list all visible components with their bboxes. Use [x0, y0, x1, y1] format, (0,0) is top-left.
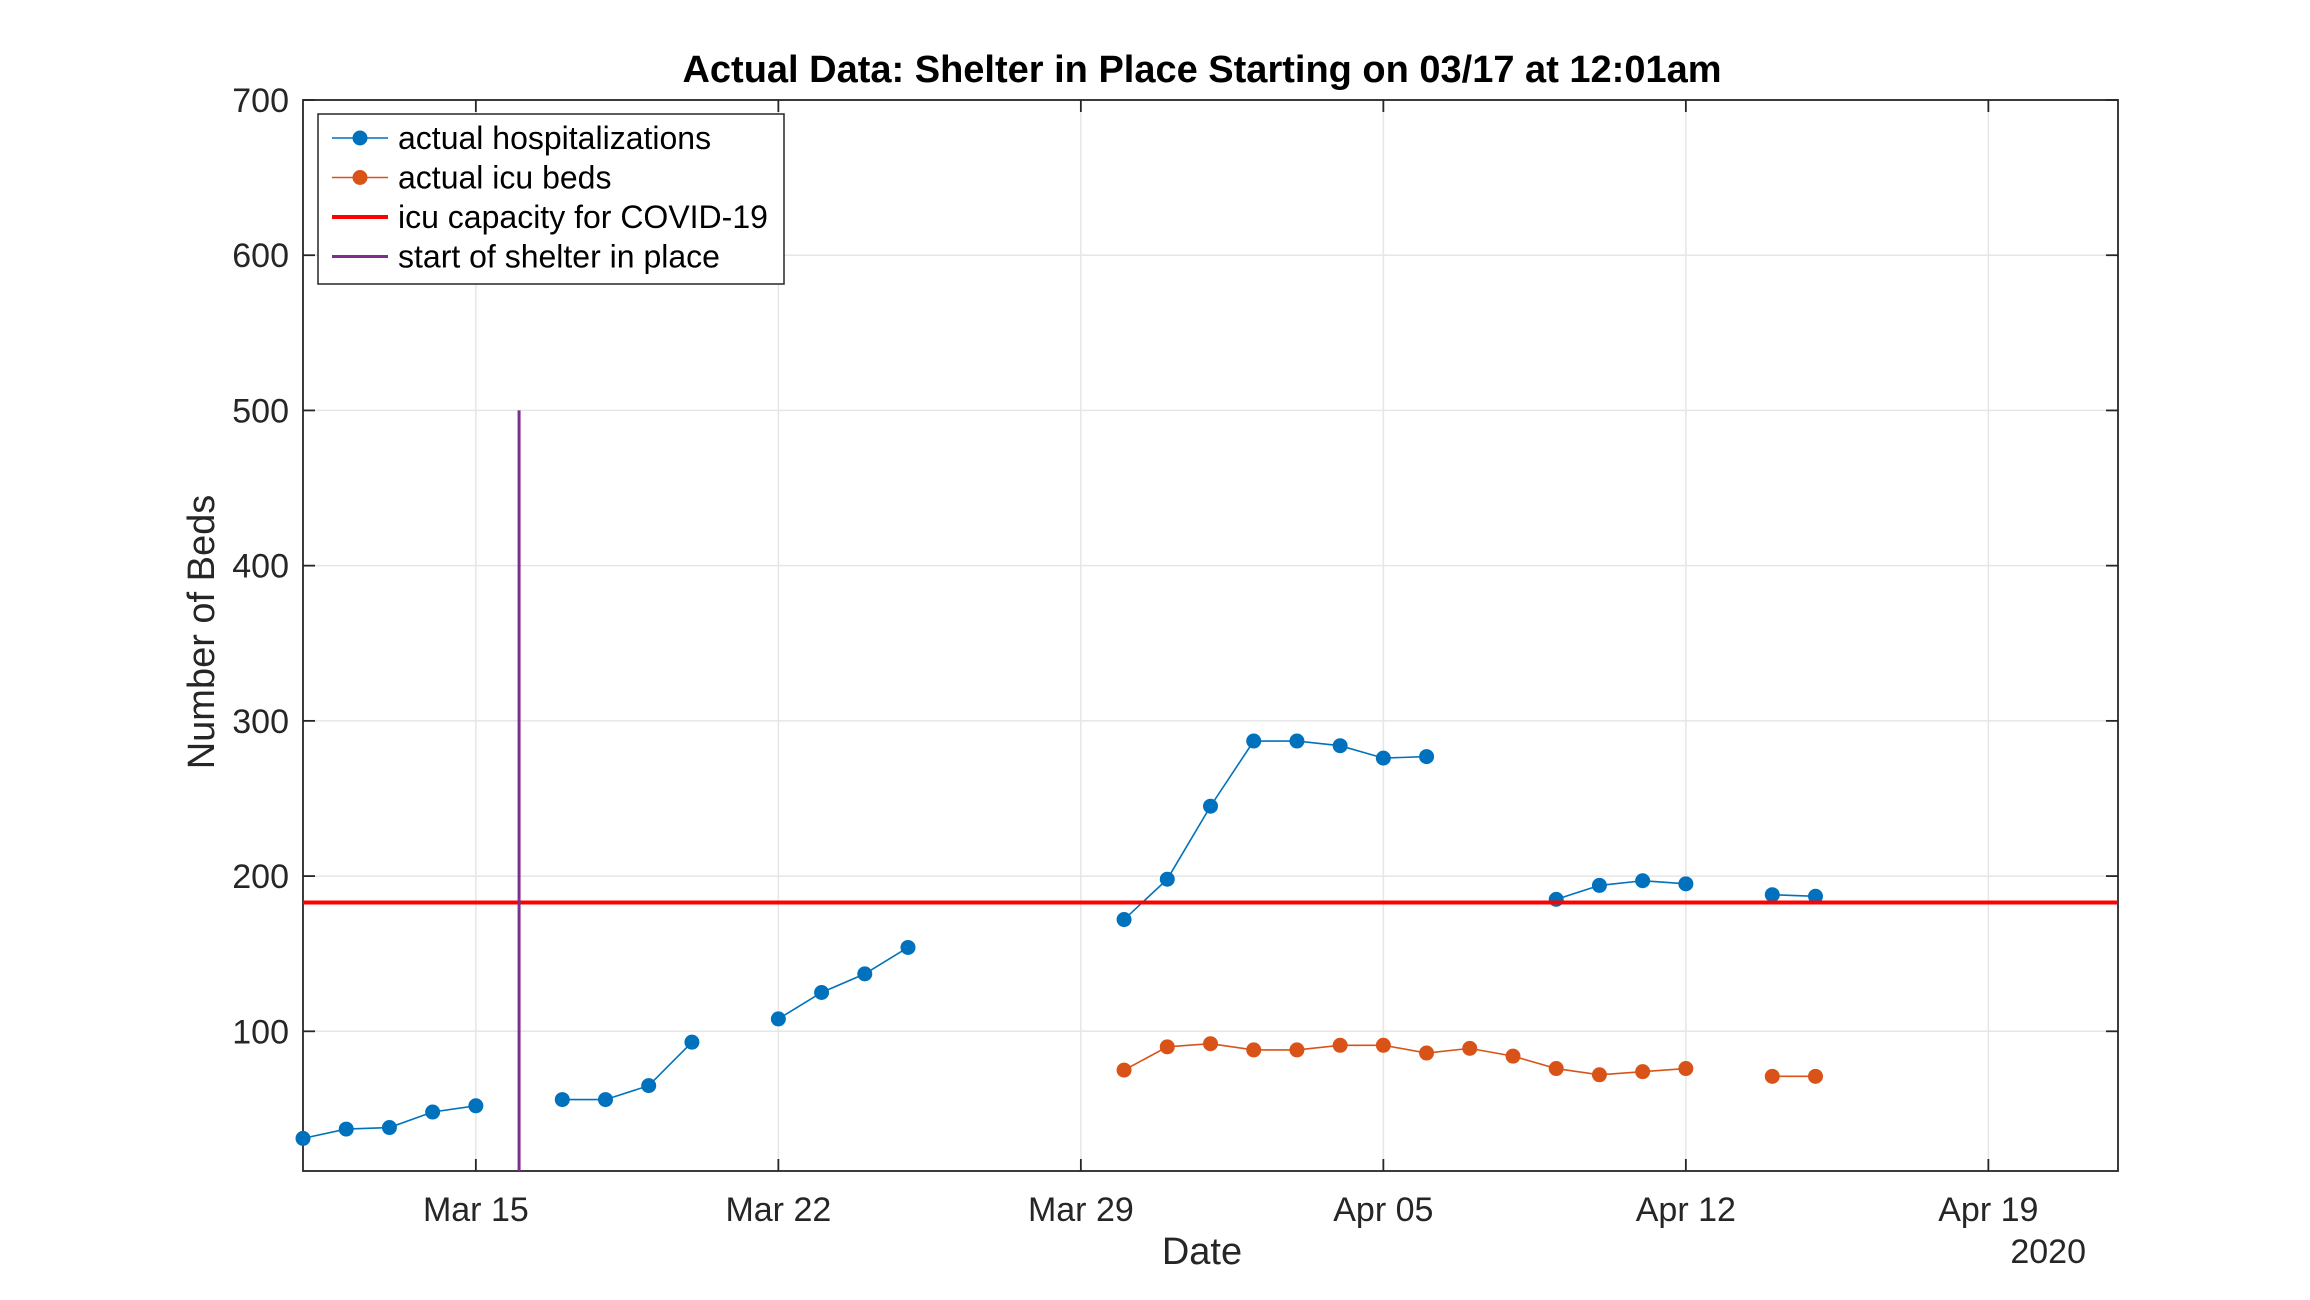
- hospitalizations-line-segment: [1555, 879, 1686, 901]
- icu-beds-point: [1419, 1045, 1435, 1061]
- legend-swatch-marker: [352, 170, 368, 185]
- x-tick-label: Apr 12: [1636, 1191, 1736, 1229]
- y-tick-label: 200: [232, 858, 289, 896]
- hospitalizations-point: [295, 1130, 311, 1146]
- legend-entry-label: icu capacity for COVID-19: [398, 199, 768, 235]
- hospitalizations-point: [1548, 891, 1564, 907]
- x-tick-label: Mar 15: [423, 1191, 529, 1229]
- icu-beds-point: [1635, 1064, 1651, 1080]
- icu-beds-point: [1548, 1061, 1564, 1077]
- hospitalizations-line-segment: [562, 1041, 693, 1101]
- y-tick-label: 600: [232, 237, 289, 275]
- hospitalizations-point: [770, 1011, 786, 1027]
- y-tick-label: 100: [232, 1013, 289, 1051]
- hospitalizations-point: [554, 1092, 570, 1108]
- icu-beds-point: [1462, 1040, 1478, 1056]
- legend-box: [317, 113, 785, 285]
- hospitalizations-point: [1591, 877, 1607, 893]
- hospitalizations-point: [814, 985, 830, 1000]
- plot-area-border: [302, 99, 2119, 1172]
- hospitalizations-point: [1678, 876, 1694, 892]
- hospitalizations-point: [641, 1078, 657, 1094]
- axes-box: [302, 99, 2119, 1172]
- hospitalizations-point: [857, 966, 873, 982]
- y-axis-label: Number of Beds: [181, 495, 223, 770]
- hospitalizations-point: [1159, 871, 1175, 887]
- hospitalizations-point: [598, 1092, 613, 1108]
- icu-beds-point: [1116, 1062, 1132, 1078]
- icu-beds-point: [1591, 1067, 1607, 1083]
- icu-beds-point: [1375, 1037, 1391, 1053]
- hospitalizations-point: [1203, 798, 1218, 814]
- hospitalizations-point: [1289, 733, 1305, 749]
- icu-beds-point: [1159, 1039, 1175, 1055]
- legend-entry-label: actual icu beds: [398, 160, 611, 196]
- hospitalizations-point: [381, 1120, 397, 1136]
- hospitalizations-point: [900, 939, 916, 955]
- hospitalizations-point: [1635, 873, 1651, 889]
- hospitalizations-point: [468, 1098, 484, 1114]
- icu-beds-point: [1246, 1042, 1262, 1058]
- x-axis-label: Date: [1162, 1231, 1242, 1273]
- legend-swatch-marker: [352, 130, 368, 146]
- legend-entry-label: actual hospitalizations: [398, 120, 711, 156]
- hospitalizations-point: [1375, 750, 1391, 766]
- legend-entry-label: start of shelter in place: [398, 239, 720, 275]
- legend: actual hospitalizations actual icu bedsic…: [317, 113, 785, 285]
- icu-beds-point: [1203, 1036, 1218, 1052]
- hospitalizations-point: [425, 1104, 441, 1120]
- hospitalizations-point: [1419, 749, 1435, 765]
- hospitalizations-point: [338, 1121, 354, 1137]
- y-tick-label: 400: [232, 548, 289, 586]
- hospitalizations-point: [1116, 912, 1132, 928]
- hospitalizations-point: [1332, 738, 1348, 754]
- icu-beds-point: [1289, 1042, 1305, 1058]
- x-axis-year-label: 2020: [2010, 1233, 2086, 1271]
- hospitalizations-point: [1808, 888, 1823, 904]
- icu-beds-point: [1505, 1048, 1521, 1064]
- hospitalizations-point: [1246, 733, 1262, 749]
- x-tick-label: Mar 22: [725, 1191, 831, 1229]
- ticks-layer: 100 200 300 400 500 600 700 Mar 15 Mar 22 Mar 29 A…: [232, 82, 2118, 1229]
- x-tick-label: Mar 29: [1028, 1191, 1134, 1229]
- icu-beds-point: [1332, 1037, 1348, 1053]
- y-tick-label: 700: [232, 82, 289, 120]
- hospitalizations-point: [1764, 887, 1780, 903]
- x-tick-label: Apr 19: [1938, 1191, 2038, 1229]
- chart-title: Actual Data: Shelter in Place Starting o…: [682, 49, 1721, 91]
- icu-beds-point: [1764, 1068, 1780, 1084]
- series-layer: [295, 410, 2118, 1171]
- y-tick-label: 300: [232, 703, 289, 741]
- y-tick-label: 500: [232, 392, 289, 430]
- icu-beds-point: [1808, 1068, 1823, 1084]
- icu-beds-point: [1678, 1061, 1694, 1077]
- hospitalizations-point: [684, 1034, 700, 1050]
- hospitalizations-line-segment: [777, 946, 909, 1020]
- x-tick-label: Apr 05: [1333, 1191, 1433, 1229]
